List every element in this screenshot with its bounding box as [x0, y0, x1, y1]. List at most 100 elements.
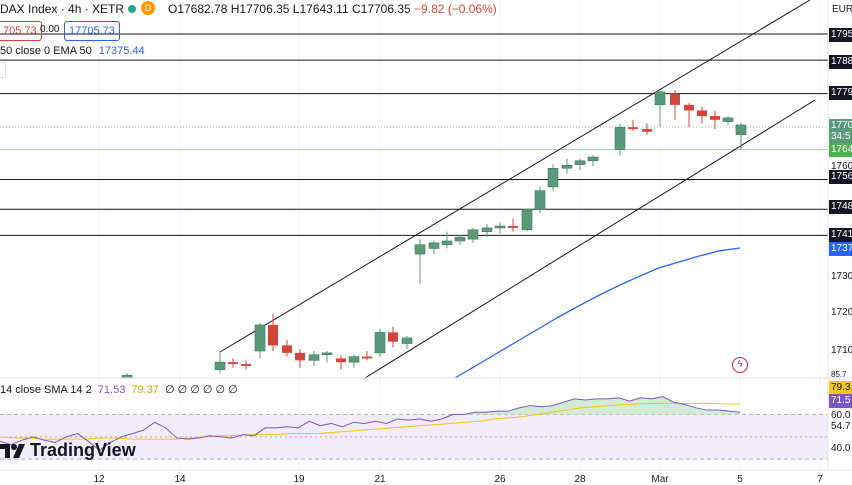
price-axis-label-level: 1795	[829, 28, 852, 42]
candle	[268, 313, 278, 351]
candle	[508, 218, 518, 232]
candle-body	[521, 208, 533, 231]
candle	[348, 354, 360, 368]
rsi-axis-label: 79.3	[829, 381, 852, 395]
candle	[481, 224, 493, 238]
candle-body	[561, 164, 573, 169]
candle	[441, 231, 453, 249]
rsi-axis-label: 60.0	[831, 410, 851, 421]
candle	[362, 351, 372, 361]
price-axis-label-green: 1764	[829, 143, 852, 157]
candle	[467, 227, 479, 243]
axis-currency[interactable]: EUR	[832, 4, 852, 15]
horizontal-levels[interactable]	[0, 33, 828, 236]
candle-body	[336, 358, 346, 363]
candle	[214, 351, 226, 374]
rsi-legend[interactable]: 14 close SMA 14 2 71.53 79.37 ∅ ∅ ∅ ∅ ∅ …	[0, 383, 238, 396]
candle	[642, 123, 652, 135]
candle	[295, 349, 305, 368]
candle-body	[228, 362, 238, 365]
tradingview-logo[interactable]: TradingView	[0, 440, 136, 461]
sell-button[interactable]: 705.73	[0, 21, 42, 41]
candle-body	[534, 190, 546, 210]
candle	[670, 89, 680, 120]
candle-body	[547, 167, 559, 188]
time-axis-label: 14	[174, 474, 186, 485]
candle	[228, 358, 238, 368]
price-axis-label-price: 1770	[829, 119, 852, 133]
price-axis-label-ema: 1737	[829, 242, 852, 256]
candle-body	[254, 324, 266, 352]
symbol-title[interactable]: DAX Index · 4h · XETR	[0, 2, 125, 16]
candle	[684, 102, 694, 128]
candle	[735, 122, 747, 150]
candle	[547, 164, 559, 191]
candle-body	[374, 332, 386, 354]
rsi-axis-top-label: 85.7	[831, 371, 847, 379]
rsi-legend-sma: 79.37	[131, 384, 159, 396]
price-axis-label-countdown: 34:5	[829, 130, 852, 144]
ema-legend[interactable]: 50 close 0 EMA 50 17375.44	[0, 45, 145, 57]
channel-lower-line	[364, 99, 816, 379]
candle-body	[308, 354, 320, 361]
time-axis-label: 19	[293, 474, 305, 485]
price-axis-label-tick: 1720	[831, 307, 852, 318]
time-axis-label: 12	[93, 474, 105, 485]
candle-body	[348, 356, 360, 363]
delay-badge[interactable]: D	[141, 1, 155, 15]
candle	[321, 351, 333, 363]
candle	[336, 354, 346, 370]
rsi-overbought-fill	[0, 396, 740, 415]
candle-body	[684, 104, 694, 111]
candlesticks	[121, 89, 747, 379]
ohlc-high: H17706.35	[230, 2, 290, 16]
candle	[654, 91, 666, 128]
candle-body	[654, 91, 666, 106]
candle-body	[295, 352, 305, 361]
candle-body	[642, 129, 652, 132]
lightning-alert-icon[interactable]: ϟ	[732, 357, 748, 373]
candle	[241, 360, 251, 370]
spread-value: 0.00	[40, 24, 60, 35]
ema-50-polyline	[454, 247, 741, 379]
candle-body	[428, 242, 440, 249]
candle-body	[268, 324, 278, 346]
price-axis-label-level: 1756	[829, 170, 852, 184]
tradingview-wordmark: TradingView	[30, 440, 136, 460]
candle-body	[735, 124, 747, 135]
candle	[454, 235, 466, 245]
candle-body	[628, 127, 638, 130]
candle-body	[388, 332, 398, 342]
candle-body	[722, 117, 734, 122]
collapse-legend-handle[interactable]	[0, 62, 6, 78]
buy-button[interactable]: 17705.73	[64, 21, 120, 41]
candle-body	[362, 356, 372, 359]
candle	[521, 208, 533, 232]
time-axis-label: Mar	[651, 474, 669, 485]
candle-body	[481, 227, 493, 232]
candle-body	[454, 236, 466, 242]
ohlc-change: −9.82 (−0.06%)	[414, 2, 497, 16]
time-axis-label: 21	[374, 474, 386, 485]
price-axis-label-tick: 1730	[831, 271, 852, 282]
rsi-pane	[0, 396, 828, 460]
ema-legend-value: 17375.44	[98, 45, 145, 57]
candle-body	[282, 345, 292, 353]
ohlc-close: C17706.35	[351, 2, 411, 16]
rsi-legend-empty: ∅ ∅ ∅ ∅ ∅ ∅	[164, 384, 238, 396]
tradingview-logo-icon	[0, 443, 25, 458]
price-axis-label-level: 1741	[829, 228, 852, 242]
price-axis-label-level: 1748	[829, 200, 852, 214]
candle	[710, 110, 720, 130]
candle	[388, 326, 398, 348]
candle	[587, 155, 599, 167]
trend-channel[interactable]	[219, 0, 816, 379]
ema-line	[454, 247, 741, 379]
candle	[628, 119, 638, 131]
candle-body	[710, 116, 720, 120]
candle	[561, 158, 573, 174]
rsi-axis-label: 54.7	[831, 421, 851, 432]
ohlc-readout: O17682.78 H17706.35 L17643.11 C17706.35 …	[168, 2, 497, 16]
candle-body	[441, 240, 453, 246]
